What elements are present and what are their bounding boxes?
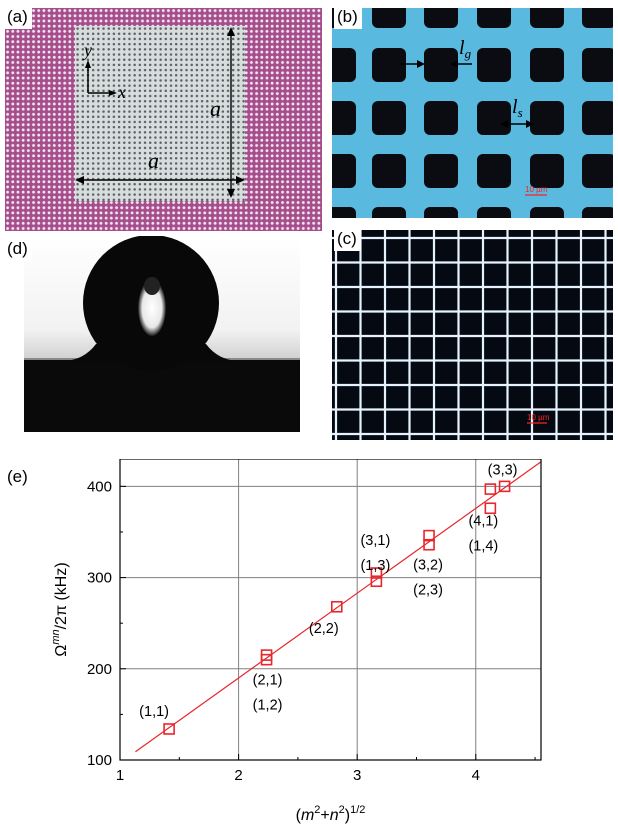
hole bbox=[477, 154, 511, 188]
hole bbox=[582, 101, 613, 135]
hole-size-label: ls bbox=[512, 96, 523, 120]
hole bbox=[477, 48, 511, 82]
hole bbox=[332, 48, 356, 82]
dimension-a-vertical: a bbox=[210, 96, 221, 121]
panel-label-d: (d) bbox=[4, 238, 32, 261]
panel-label-c: (c) bbox=[334, 228, 361, 251]
hole bbox=[424, 48, 458, 82]
panel-label-e: (e) bbox=[4, 466, 32, 489]
data-point-square bbox=[330, 600, 343, 613]
data-point-square bbox=[370, 575, 383, 588]
mode-label: (2,3) bbox=[413, 583, 443, 599]
chart-points bbox=[163, 480, 511, 735]
panel-a-annotations: y x a a bbox=[75, 27, 245, 198]
y-tick-label: 100 bbox=[87, 752, 112, 769]
hole bbox=[332, 154, 356, 188]
photo-hole-array: lg ls 10 µm bbox=[332, 8, 613, 218]
mode-label: (1,3) bbox=[360, 558, 390, 574]
chart-fit-line bbox=[135, 461, 542, 753]
data-point-square bbox=[484, 502, 497, 515]
data-point-square bbox=[163, 723, 175, 735]
panel-label-a: (a) bbox=[4, 6, 32, 29]
y-axis-title: Ωmn/2π (kHz) bbox=[50, 562, 70, 656]
mode-label: (1,2) bbox=[253, 698, 283, 714]
panel-b-annotations: lg ls 10 µm bbox=[332, 8, 613, 218]
hole bbox=[424, 154, 458, 188]
hole bbox=[530, 48, 564, 82]
y-tick-label: 400 bbox=[87, 478, 112, 495]
x-tick-label: 3 bbox=[353, 767, 361, 784]
photo-droplet bbox=[24, 236, 300, 432]
scale-bar-c: 10 µm bbox=[527, 413, 550, 422]
hole bbox=[332, 101, 356, 135]
hole bbox=[530, 207, 564, 218]
mode-label: (2,1) bbox=[253, 673, 283, 689]
x-axis-title: (m2+n2)1/2 bbox=[296, 804, 366, 824]
hole bbox=[372, 48, 406, 82]
data-point-square bbox=[498, 480, 511, 493]
photo-dense-grid: 10 µm bbox=[332, 230, 613, 440]
data-point-square bbox=[260, 649, 273, 661]
hole bbox=[530, 8, 564, 28]
hole bbox=[530, 154, 564, 188]
data-point-square bbox=[370, 567, 383, 579]
plot-frame bbox=[119, 459, 542, 761]
hole bbox=[582, 8, 613, 28]
gap-length-label: lg bbox=[459, 37, 472, 61]
suspended-membrane-region bbox=[75, 26, 245, 201]
hole bbox=[424, 101, 458, 135]
mode-label: (1,1) bbox=[139, 704, 169, 720]
mode-label: (3,2) bbox=[413, 558, 443, 574]
data-point-square bbox=[423, 529, 435, 542]
hole bbox=[477, 8, 511, 28]
scale-bar-b: 10 µm bbox=[525, 185, 548, 194]
hole bbox=[530, 101, 564, 135]
axis-x-label: x bbox=[117, 82, 126, 102]
panel-c-grid: 10 µm bbox=[332, 230, 613, 440]
y-tick-label: 200 bbox=[87, 661, 112, 678]
mode-label: (2,2) bbox=[309, 621, 339, 637]
axis-y-label: y bbox=[82, 40, 92, 60]
hole bbox=[582, 207, 613, 218]
hole bbox=[477, 207, 511, 218]
frequency-mode-chart: (1,1) (2,1) (1,2) (2,2) (3,1) (1,3) (3,2) (2,3)… bbox=[50, 459, 542, 824]
linear-fit-line bbox=[135, 461, 542, 753]
chart-grid bbox=[119, 459, 541, 761]
mode-label: (4,1) bbox=[468, 513, 498, 529]
x-tick-label: 4 bbox=[472, 767, 480, 784]
hole bbox=[372, 8, 406, 28]
hole bbox=[582, 48, 613, 82]
y-tick-label: 300 bbox=[87, 570, 112, 587]
chart-ticks: 1 2 3 4 100 200 300 400 bbox=[87, 478, 536, 784]
mode-label: (3,1) bbox=[360, 533, 390, 549]
droplet-drawing bbox=[24, 236, 300, 432]
hole bbox=[424, 207, 458, 218]
hole bbox=[332, 207, 356, 218]
hole bbox=[582, 154, 613, 188]
mode-label: (3,3) bbox=[488, 462, 518, 478]
mode-label: (1,4) bbox=[468, 538, 498, 554]
photo-sample-membrane: y x a a bbox=[5, 8, 322, 231]
hole bbox=[424, 8, 458, 28]
hole bbox=[372, 101, 406, 135]
x-tick-label: 1 bbox=[116, 767, 124, 784]
data-point-square bbox=[423, 538, 435, 551]
dimension-a-horizontal: a bbox=[148, 148, 159, 173]
data-point-square bbox=[484, 483, 497, 495]
chart-point-labels: (1,1) (2,1) (1,2) (2,2) (3,1) (1,3) (3,2) (2,3)… bbox=[139, 462, 517, 720]
panel-label-b: (b) bbox=[334, 6, 362, 29]
hole bbox=[372, 154, 406, 188]
hole bbox=[477, 101, 511, 135]
hole bbox=[372, 207, 406, 218]
x-tick-label: 2 bbox=[234, 767, 242, 784]
